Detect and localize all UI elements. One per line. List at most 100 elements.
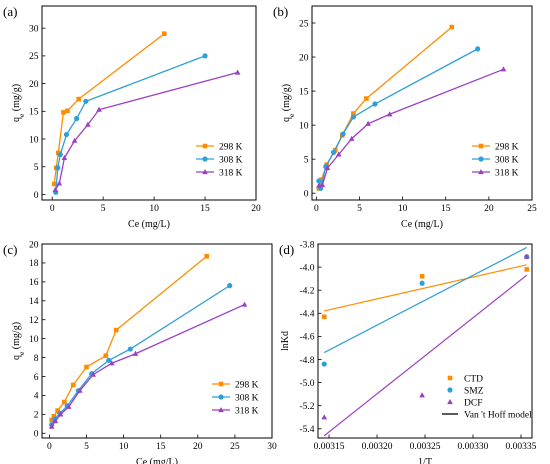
x-tick-label: 0 [314, 204, 319, 214]
x-tick-label: 25 [527, 204, 537, 214]
fit-line [324, 264, 527, 312]
panel-d: 0.00315 0.00320 0.00325 0.00330 0.00335 -3.8 -… [279, 240, 537, 464]
x-axis-title: Ce (mg/L) [136, 457, 178, 464]
data-point [241, 301, 248, 307]
panel-b: 0 5 10 15 20 25 0 5 10 15 20 25 Ce (mg/L) qe (mg/g) (b… [273, 4, 537, 230]
data-point [419, 274, 425, 279]
legend: 298 K 308 K 318 K [196, 142, 243, 178]
data-point [74, 115, 80, 122]
data-point [48, 423, 55, 429]
data-point [234, 69, 241, 75]
data-point [76, 96, 81, 102]
y-tick-label: 15 [29, 108, 39, 118]
data-point [96, 106, 102, 112]
legend-label: 308 K [219, 155, 243, 165]
legend-marker [447, 375, 453, 381]
data-point [449, 24, 455, 30]
x-tick-label: 20 [193, 442, 203, 452]
data-point [55, 165, 61, 171]
y-tick-label: 0 [304, 189, 309, 199]
data-point [70, 382, 76, 388]
data-point [319, 182, 326, 188]
legend-label: 298 K [495, 142, 519, 152]
data-point [335, 151, 342, 157]
data-point [113, 327, 119, 333]
data-point [365, 120, 371, 126]
data-point [524, 267, 530, 272]
x-axis-title: 1/T [418, 457, 432, 464]
data-point [324, 165, 331, 171]
series-line [53, 33, 165, 185]
data-point [61, 110, 66, 115]
x-axis-title: Ce (mg/L) [128, 219, 170, 230]
data-point [56, 180, 63, 186]
legend-label: 298 K [219, 142, 243, 152]
y-axis-title: qe (mg/g) [281, 84, 296, 122]
data-point [85, 121, 91, 127]
y-tick-label: 4 [34, 392, 39, 402]
data-point [65, 108, 70, 114]
y-tick-label: 0 [34, 191, 39, 201]
y-tick-label: 20 [29, 80, 39, 90]
data-point [351, 111, 356, 116]
y-tick-label: 25 [29, 52, 39, 62]
x-tick-label: 15 [200, 204, 210, 214]
y-axis-title-subscript: e [17, 351, 26, 355]
plot-frame [41, 5, 257, 201]
series-line [318, 68, 504, 187]
y-tick-label: 30 [29, 24, 39, 34]
legend-label: DCF [464, 398, 482, 408]
data-point [204, 254, 210, 259]
y-axis-title-main: lnKd [280, 331, 291, 351]
y-tick-label: 16 [29, 278, 39, 288]
data-point [51, 413, 57, 419]
y-tick-label: 5 [34, 163, 39, 173]
data-point [52, 417, 59, 424]
data-point [77, 387, 83, 393]
y-tick-label: -4.6 [299, 333, 314, 343]
y-tick-label: -4.4 [299, 310, 314, 320]
y-axis-title-unit: (mg/g) [11, 322, 22, 352]
data-point [319, 177, 324, 182]
panel-c: 0 5 10 15 20 25 30 0 2 4 6 8 10 12 14 16 18 20 Ce (mg/L) qe… [3, 240, 277, 464]
data-point [61, 154, 68, 160]
series-line [318, 26, 453, 189]
data-point [321, 314, 327, 320]
x-tick-label: 0.00330 [458, 442, 489, 452]
data-point [127, 346, 133, 352]
x-tick-label: 0.00320 [362, 442, 393, 452]
fit-line [323, 274, 528, 437]
series-line [55, 55, 206, 193]
x-tick-label: 5 [101, 204, 106, 214]
x-tick-label: 20 [251, 204, 261, 214]
data-point [132, 350, 139, 356]
data-point [49, 417, 54, 423]
y-tick-label: 18 [29, 259, 39, 269]
y-tick-label: 14 [29, 297, 39, 307]
legend-label: 318 K [235, 406, 259, 416]
y-tick-label: -4.8 [299, 356, 314, 366]
legend-marker [447, 399, 453, 405]
series-line [51, 285, 231, 426]
y-tick-label: 25 [299, 19, 309, 29]
legend: 298 K 308 K 318 K [212, 380, 259, 416]
data-point [350, 114, 357, 120]
legend-label: 308 K [235, 393, 259, 403]
y-tick-label: -5.2 [299, 402, 314, 412]
plot-frame [41, 243, 273, 439]
y-axis-title: qe (mg/g) [11, 322, 26, 360]
legend-marker [202, 169, 208, 175]
panel-label: (d) [279, 242, 294, 257]
series-line [51, 303, 245, 427]
data-point [348, 135, 355, 141]
data-point [202, 53, 208, 59]
legend-marker [478, 169, 484, 175]
data-point [57, 411, 64, 417]
data-point [63, 131, 70, 138]
x-axis-title: Ce (mg/L) [401, 219, 443, 230]
x-tick-label: 0.00325 [410, 442, 441, 452]
x-tick-label: 20 [484, 204, 494, 214]
data-point [84, 364, 89, 370]
data-point [419, 392, 425, 398]
